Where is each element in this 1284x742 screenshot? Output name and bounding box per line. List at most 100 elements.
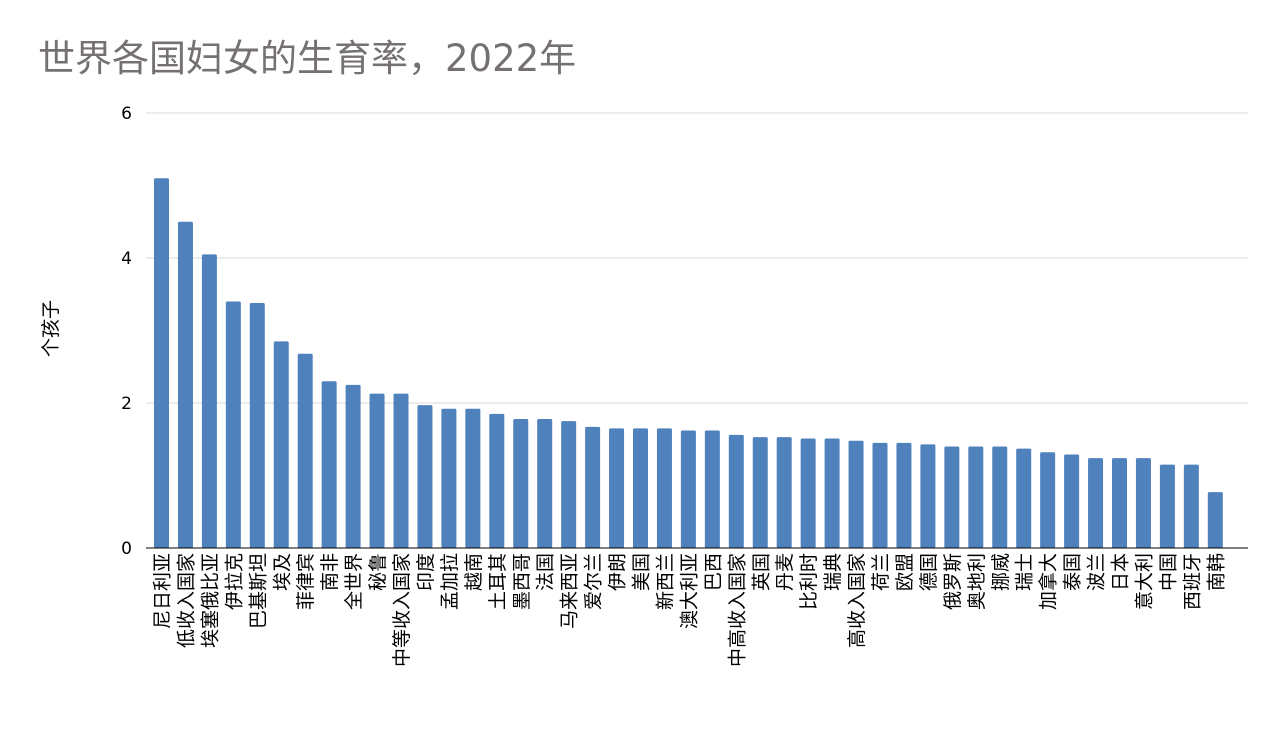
bar-31	[896, 442, 912, 548]
y-tick-label: 6	[121, 104, 132, 124]
bar-24	[728, 434, 744, 548]
bar-7	[321, 381, 337, 548]
y-tick-label: 2	[121, 394, 132, 414]
x-tick-label: 澳大利亚	[678, 553, 700, 629]
x-tick-label: 南非	[319, 553, 341, 591]
x-tick-label: 全世界	[343, 553, 365, 610]
x-tick-label: 尼日利亚	[152, 553, 174, 629]
x-tick-label: 巴基斯坦	[247, 553, 269, 629]
bar-38	[1064, 454, 1080, 548]
bar-21	[656, 428, 672, 548]
bar-14	[489, 413, 505, 548]
bar-34	[968, 446, 984, 548]
x-tick-label: 美国	[631, 553, 653, 591]
bar-16	[537, 418, 553, 548]
bar-25	[752, 437, 768, 548]
y-tick-label: 4	[121, 249, 132, 269]
bar-37	[1040, 452, 1056, 548]
x-tick-label: 丹麦	[774, 553, 796, 591]
x-tick-label: 瑞典	[822, 553, 844, 591]
bar-10	[393, 393, 409, 548]
x-tick-label: 伊拉克	[223, 553, 245, 610]
y-axis-label: 个孩子	[40, 300, 62, 357]
bar-2	[201, 254, 217, 548]
bar-4	[249, 302, 265, 548]
x-tick-label: 奥地利	[966, 553, 988, 610]
x-tick-label: 俄罗斯	[942, 553, 964, 610]
bar-22	[680, 430, 696, 548]
bar-11	[417, 405, 433, 548]
bar-40	[1112, 458, 1127, 548]
bar-36	[1016, 448, 1032, 548]
bar-5	[273, 341, 289, 548]
bar-6	[297, 353, 313, 548]
x-tick-label: 埃及	[271, 553, 293, 591]
x-tick-label: 越南	[463, 553, 485, 591]
x-tick-label: 英国	[750, 553, 772, 591]
x-tick-label: 秘鲁	[367, 553, 389, 591]
bar-28	[824, 438, 840, 548]
x-tick-label: 巴西	[702, 553, 724, 591]
x-tick-label: 波兰	[1086, 553, 1108, 591]
bar-29	[848, 440, 864, 548]
x-tick-label: 爱尔兰	[583, 553, 605, 610]
bar-8	[345, 384, 361, 548]
y-axis-ticks: 0 2 4 6	[121, 104, 132, 559]
x-tick-label: 土耳其	[487, 553, 509, 610]
bar-3	[225, 301, 241, 548]
bar-0	[154, 178, 169, 548]
x-tick-label: 菲律宾	[295, 553, 317, 610]
x-tick-label: 高收入国家	[846, 553, 868, 648]
bar-39	[1088, 458, 1104, 548]
x-tick-label: 伊朗	[607, 553, 629, 591]
bars	[154, 178, 1223, 548]
bar-27	[800, 438, 816, 548]
x-tick-label: 法国	[535, 553, 557, 591]
bar-17	[561, 421, 577, 548]
bar-30	[872, 442, 888, 548]
x-tick-label: 孟加拉	[439, 553, 461, 610]
y-tick-label: 0	[121, 539, 132, 559]
x-tick-label: 墨西哥	[511, 553, 533, 610]
bar-1	[177, 221, 193, 548]
bar-13	[465, 408, 481, 548]
x-tick-label: 印度	[415, 553, 437, 591]
x-tick-label: 日本	[1110, 553, 1132, 591]
x-tick-label: 中高收入国家	[726, 553, 748, 667]
x-tick-label: 马来西亚	[559, 553, 581, 629]
x-tick-label: 加拿大	[1037, 553, 1060, 610]
x-tick-label: 西班牙	[1181, 553, 1203, 610]
bar-32	[920, 444, 936, 548]
x-tick-label: 瑞士	[1014, 553, 1036, 591]
bar-15	[513, 418, 529, 548]
x-tick-label: 意大利	[1133, 553, 1155, 610]
bar-41	[1135, 458, 1151, 548]
x-tick-label: 荷兰	[870, 553, 892, 591]
bar-44	[1207, 492, 1223, 548]
bar-23	[704, 430, 720, 548]
chart-title: 世界各国妇女的生育率，2022年	[38, 37, 577, 80]
bar-35	[992, 446, 1008, 548]
x-tick-label: 泰国	[1062, 553, 1084, 591]
x-tick-label: 埃塞俄比亚	[199, 553, 221, 648]
x-axis-ticks: 尼日利亚 低收入国家 埃塞俄比亚 伊拉克 巴基斯坦 埃及 菲律宾 南非 全世界 秘鲁 中等收入国家印…	[152, 553, 1228, 667]
x-tick-label: 中等收入国家	[391, 553, 413, 667]
x-tick-label: 比利时	[798, 553, 820, 610]
x-tick-label: 欧盟	[894, 553, 916, 591]
bar-43	[1183, 464, 1199, 548]
x-tick-label: 低收入国家	[175, 553, 197, 648]
bar-18	[585, 426, 601, 548]
bar-42	[1159, 464, 1175, 548]
bar-26	[776, 437, 792, 548]
x-tick-label: 新西兰	[654, 553, 676, 610]
bar-12	[441, 408, 457, 548]
x-tick-label: 德国	[918, 553, 940, 591]
x-tick-label: 挪威	[990, 553, 1012, 591]
bar-19	[609, 428, 625, 548]
x-tick-label: 中国	[1157, 553, 1179, 591]
bar-9	[369, 393, 385, 548]
bar-20	[633, 428, 648, 548]
x-tick-label: 南韩	[1205, 553, 1227, 591]
bar-33	[944, 446, 960, 548]
